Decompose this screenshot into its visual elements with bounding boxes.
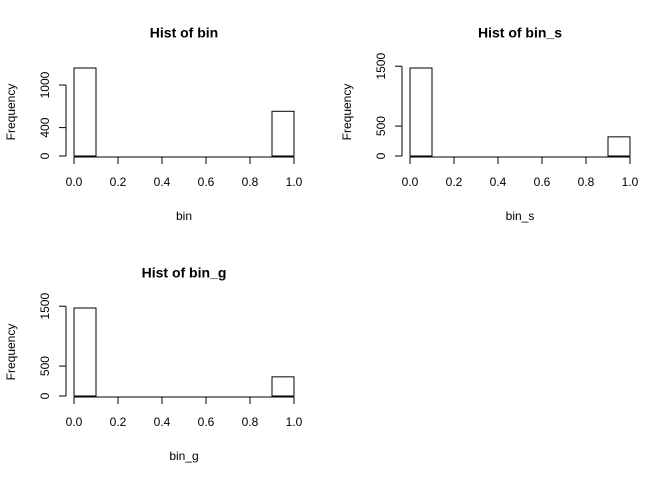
x-tick-label: 0.0 — [402, 175, 419, 189]
histogram-bar — [73, 307, 97, 397]
x-tick-label: 0.6 — [198, 175, 215, 189]
x-tick-label: 0.0 — [66, 415, 83, 429]
y-tick-label: 400 — [38, 117, 52, 137]
chart-title: Hist of bin_s — [478, 25, 562, 41]
x-axis-label: bin_s — [506, 209, 535, 223]
x-axis-label: bin — [176, 209, 192, 223]
histogram-bar — [271, 110, 295, 157]
y-tick-label: 1500 — [374, 53, 388, 80]
x-axis-label: bin_g — [169, 449, 198, 463]
x-tick-label: 0.8 — [578, 175, 595, 189]
x-tick-label: 0.8 — [242, 415, 259, 429]
x-tick-label: 0.4 — [154, 175, 171, 189]
y-axis-label: Frequency — [4, 324, 18, 381]
histogram-bar — [73, 67, 97, 157]
x-tick-label: 0.6 — [534, 175, 551, 189]
x-tick-label: 0.2 — [110, 175, 127, 189]
y-tick-label: 0 — [38, 152, 52, 159]
x-tick-label: 0.4 — [154, 415, 171, 429]
x-tick-label: 1.0 — [286, 175, 303, 189]
x-tick-label: 0.2 — [110, 415, 127, 429]
x-tick-label: 1.0 — [622, 175, 639, 189]
histogram-bar — [409, 67, 433, 157]
x-tick-label: 0.0 — [66, 175, 83, 189]
y-axis-label: Frequency — [340, 84, 354, 141]
y-tick-label: 1000 — [38, 71, 52, 98]
x-tick-label: 1.0 — [286, 415, 303, 429]
y-tick-label: 0 — [374, 152, 388, 159]
y-tick-label: 0 — [38, 392, 52, 399]
chart-title: Hist of bin — [150, 25, 218, 41]
chart-title: Hist of bin_g — [142, 265, 227, 281]
y-axis-label: Frequency — [4, 84, 18, 141]
histogram-bar — [607, 136, 631, 157]
x-tick-label: 0.6 — [198, 415, 215, 429]
y-tick-label: 500 — [374, 116, 388, 136]
histogram-bar — [271, 376, 295, 397]
x-tick-label: 0.4 — [490, 175, 507, 189]
x-tick-label: 0.8 — [242, 175, 259, 189]
y-tick-label: 500 — [38, 356, 52, 376]
x-tick-label: 0.2 — [446, 175, 463, 189]
y-tick-label: 1500 — [38, 293, 52, 320]
